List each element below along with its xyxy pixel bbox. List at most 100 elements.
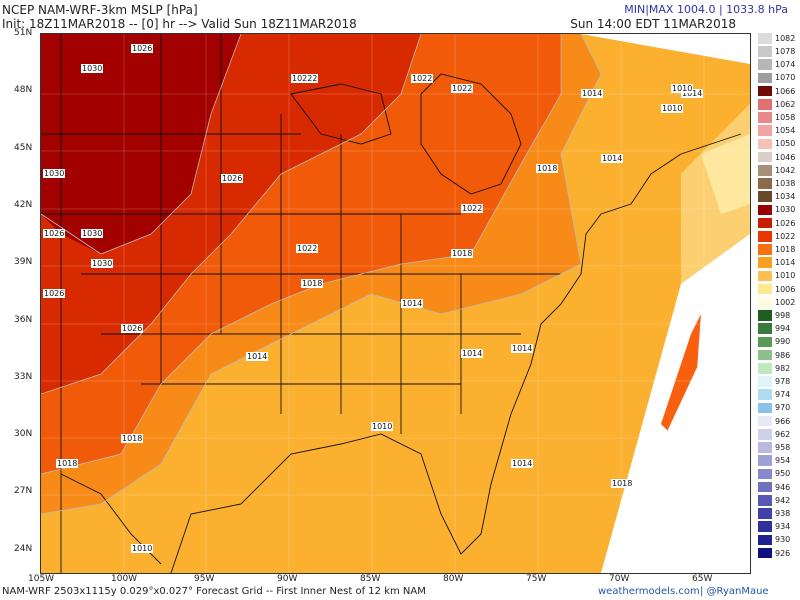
lat-tick-label: 48N xyxy=(14,85,33,96)
legend-entry: 950 xyxy=(758,468,800,480)
legend-swatch xyxy=(758,547,772,559)
isobar-value-label: 1026 xyxy=(221,174,244,183)
legend-label: 1002 xyxy=(775,297,796,307)
lon-tick-label: 105W xyxy=(28,574,55,584)
legend-label: 1014 xyxy=(775,258,796,268)
isobar-value-label: 1014 xyxy=(511,344,534,353)
legend-entry: 1054 xyxy=(758,125,800,136)
legend-entry: 1010 xyxy=(758,270,800,282)
legend-entry: 942 xyxy=(758,495,800,506)
legend-entry: 1042 xyxy=(758,165,800,176)
legend-swatch xyxy=(758,178,772,189)
legend-swatch xyxy=(758,217,772,229)
legend-entry: 1066 xyxy=(758,85,800,97)
legend-label: 1046 xyxy=(775,152,796,162)
legend-label: 934 xyxy=(775,522,791,532)
legend-swatch xyxy=(758,59,772,70)
legend-swatch xyxy=(758,429,772,440)
legend-swatch xyxy=(758,165,772,176)
legend-label: 1026 xyxy=(775,218,796,228)
legend-swatch xyxy=(758,323,772,334)
legend-label: 1034 xyxy=(775,192,796,202)
isobar-value-label: 1018 xyxy=(301,279,324,288)
isobar-value-label: 1030 xyxy=(43,169,66,178)
lon-tick-label: 80W xyxy=(443,574,464,584)
map-title: NCEP NAM-WRF-3km MSLP [hPa] xyxy=(2,3,198,17)
isobar-value-label: 1022 xyxy=(411,74,434,83)
lat-tick-label: 42N xyxy=(14,199,33,210)
legend-label: 926 xyxy=(775,548,791,558)
legend-swatch xyxy=(758,112,772,123)
isobar-value-label: 1018 xyxy=(451,249,474,258)
legend-label: 950 xyxy=(775,469,791,479)
isobar-value-label: 1022 xyxy=(291,74,314,83)
legend-entry: 974 xyxy=(758,389,800,400)
legend-label: 974 xyxy=(775,390,791,400)
legend-swatch xyxy=(758,151,772,163)
legend-label: 1050 xyxy=(775,139,796,149)
legend-swatch xyxy=(758,270,772,282)
isobar-value-label: 1030 xyxy=(81,229,104,238)
legend-swatch xyxy=(758,455,772,466)
legend-entry: 946 xyxy=(758,481,800,493)
legend-entry: 926 xyxy=(758,547,800,559)
isobar-value-label: 1022 xyxy=(296,244,319,253)
legend-swatch xyxy=(758,33,772,44)
legend-entry: 970 xyxy=(758,402,800,414)
lat-tick-label: 51N xyxy=(14,28,33,38)
legend-label: 1070 xyxy=(775,73,796,83)
isobar-value-label: 1014 xyxy=(681,89,704,98)
legend-swatch xyxy=(758,508,772,519)
legend-label: 1054 xyxy=(775,126,796,136)
isobar-value-label: 1014 xyxy=(461,349,484,358)
lat-tick-label: 30N xyxy=(14,429,33,440)
legend-label: 1066 xyxy=(775,86,796,96)
legend-label: 970 xyxy=(775,403,791,413)
isobar-value-label: 1018 xyxy=(56,459,79,468)
isobar-value-label: 1014 xyxy=(581,89,604,98)
legend-swatch xyxy=(758,349,772,361)
legend-entry: 1014 xyxy=(758,257,800,268)
legend-label: 1042 xyxy=(775,165,796,175)
legend-swatch xyxy=(758,495,772,506)
legend-swatch xyxy=(758,191,772,202)
legend-swatch xyxy=(758,85,772,97)
coastlines xyxy=(41,34,742,573)
legend-swatch xyxy=(758,99,772,110)
legend-swatch xyxy=(758,415,772,427)
footer-site[interactable]: weathermodels.com xyxy=(598,586,700,597)
legend-entry: 998 xyxy=(758,310,800,321)
lat-tick-label: 45N xyxy=(14,142,33,153)
legend-label: 1018 xyxy=(775,244,796,254)
legend-swatch xyxy=(758,402,772,414)
legend-swatch xyxy=(758,125,772,136)
mslp-legend: 1082 1078 1074 1070 1066 1062 1058 1054 1050 1046… xyxy=(758,33,800,563)
legend-entry: 1026 xyxy=(758,217,800,229)
isobar-value-label: 1026 xyxy=(121,324,144,333)
legend-label: 1038 xyxy=(775,178,796,188)
legend-swatch xyxy=(758,244,772,255)
legend-label: 978 xyxy=(775,376,791,386)
legend-swatch xyxy=(758,521,772,532)
lon-tick-label: 70W xyxy=(609,574,630,584)
legend-label: 990 xyxy=(775,337,791,347)
isobar-value-label: 1010 xyxy=(131,544,154,553)
legend-swatch xyxy=(758,283,772,295)
lon-tick-label: 85W xyxy=(360,574,381,584)
lon-tick-label: 75W xyxy=(526,574,547,584)
isobar-value-label: 1010 xyxy=(371,422,394,431)
legend-swatch xyxy=(758,46,772,57)
legend-swatch xyxy=(758,257,772,268)
isobar-value-label: 1010 xyxy=(671,84,694,93)
legend-entry: 1074 xyxy=(758,59,800,70)
legend-entry: 1078 xyxy=(758,46,800,57)
isobar-value-label: 1014 xyxy=(511,459,534,468)
lat-tick-label: 24N xyxy=(14,543,33,554)
legend-swatch xyxy=(758,138,772,150)
legend-label: 986 xyxy=(775,350,791,360)
legend-label: 1058 xyxy=(775,112,796,122)
legend-entry: 958 xyxy=(758,442,800,453)
lat-tick-label: 27N xyxy=(14,486,33,497)
legend-label: 1062 xyxy=(775,99,796,109)
legend-label: 930 xyxy=(775,535,791,545)
